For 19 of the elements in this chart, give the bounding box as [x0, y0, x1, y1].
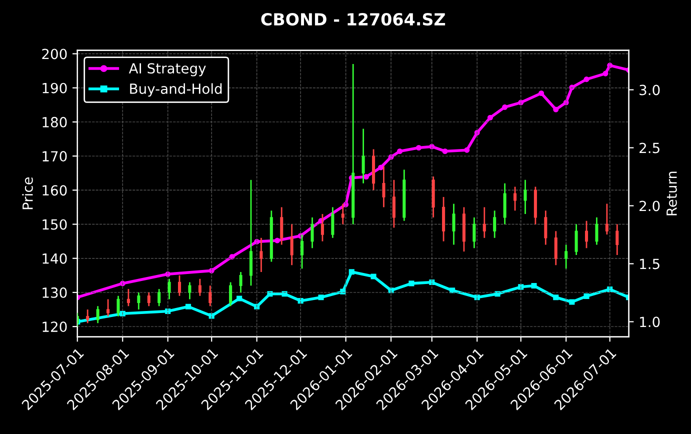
y2-tick-label: 2.5 — [640, 142, 660, 154]
y-tick-label: 160 — [42, 185, 67, 196]
legend-label: AI Strategy — [128, 63, 206, 76]
y2-tick-label: 2.0 — [640, 200, 660, 212]
legend-label: Buy-and-Hold — [130, 83, 222, 97]
y2-axis-title: Return — [666, 172, 677, 216]
y2-tick-label: 1.0 — [640, 316, 660, 328]
y-tick-label: 120 — [42, 322, 67, 332]
y-tick-label: 180 — [42, 116, 67, 128]
y-tick-label: 170 — [42, 151, 67, 162]
y2-tick-label: 1.5 — [640, 258, 660, 270]
y-tick-label: 200 — [42, 48, 67, 60]
y-axis-title: Price — [22, 177, 33, 210]
y-tick-label: 140 — [42, 253, 67, 264]
chart-title: CBOND - 127064.SZ — [261, 12, 446, 26]
y-tick-label: 130 — [42, 287, 67, 298]
y-tick-label: 190 — [42, 82, 67, 94]
y-tick-label: 150 — [42, 219, 67, 230]
y2-tick-label: 3.0 — [640, 84, 660, 96]
